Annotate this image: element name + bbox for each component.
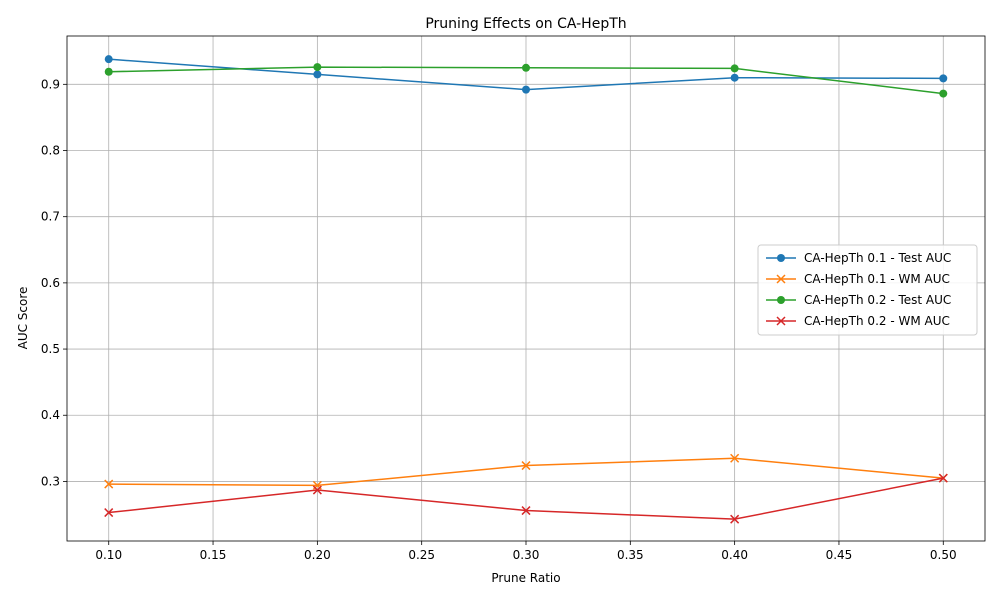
x-tick-label: 0.35 [617, 548, 644, 562]
x-tick-label: 0.25 [408, 548, 435, 562]
data-point [730, 73, 739, 82]
legend-item: CA-HepTh 0.2 - WM AUC [766, 314, 950, 328]
legend-label: CA-HepTh 0.1 - Test AUC [804, 251, 951, 265]
data-point [104, 67, 113, 76]
series-layer [104, 55, 948, 524]
legend-item: CA-HepTh 0.1 - WM AUC [766, 272, 950, 286]
legend-item: CA-HepTh 0.2 - Test AUC [766, 293, 951, 307]
data-point [522, 63, 530, 72]
x-tick-label: 0.10 [95, 548, 122, 562]
data-point [521, 461, 531, 471]
series-3 [104, 63, 948, 98]
chart-title: Pruning Effects on CA-HepTh [425, 16, 626, 32]
legend-label: CA-HepTh 0.1 - WM AUC [804, 272, 950, 286]
y-axis-ticks: 0.3 0.4 0.5 0.6 0.7 0.8 0.9 [41, 77, 67, 488]
legend-label: CA-HepTh 0.2 - Test AUC [804, 293, 951, 307]
legend-box [757, 244, 978, 336]
y-tick-label: 0.3 [41, 474, 60, 488]
x-axis-ticks: 0.10 0.15 0.20 0.25 0.30 0.35 0.40 0.45 0.50 [95, 541, 957, 562]
data-point [938, 473, 948, 483]
data-point [521, 506, 531, 516]
data-point [939, 89, 948, 98]
data-point [104, 55, 113, 64]
data-point [522, 85, 530, 94]
data-point [313, 70, 322, 79]
legend-label: CA-HepTh 0.2 - WM AUC [804, 314, 950, 328]
x-tick-label: 0.15 [200, 548, 227, 562]
y-tick-label: 0.7 [41, 210, 60, 224]
x-axis-label: Prune Ratio [491, 571, 560, 585]
data-point [730, 514, 740, 524]
data-point [730, 453, 740, 463]
x-tick-label: 0.40 [721, 548, 748, 562]
data-point [730, 64, 739, 73]
legend-marker [777, 296, 785, 304]
y-axis-label: AUC Score [16, 287, 30, 350]
y-tick-label: 0.5 [41, 342, 60, 356]
x-tick-label: 0.30 [513, 548, 540, 562]
y-tick-label: 0.8 [41, 144, 60, 158]
data-point [104, 508, 114, 518]
legend-item: CA-HepTh 0.1 - Test AUC [766, 251, 951, 265]
y-tick-label: 0.4 [41, 408, 60, 422]
data-point [104, 479, 114, 489]
data-point [939, 74, 948, 83]
x-tick-label: 0.45 [826, 548, 853, 562]
legend-marker [776, 316, 786, 326]
y-tick-label: 0.9 [41, 77, 60, 91]
x-tick-label: 0.20 [304, 548, 331, 562]
legend: CA-HepTh 0.1 - Test AUC CA-HepTh 0.1 - WM… [757, 244, 978, 336]
series-4 [104, 473, 948, 524]
y-tick-label: 0.6 [41, 276, 60, 290]
x-tick-label: 0.50 [930, 548, 957, 562]
legend-marker [776, 274, 786, 284]
data-point [312, 485, 322, 495]
legend-marker [777, 254, 785, 262]
data-point [313, 63, 322, 72]
